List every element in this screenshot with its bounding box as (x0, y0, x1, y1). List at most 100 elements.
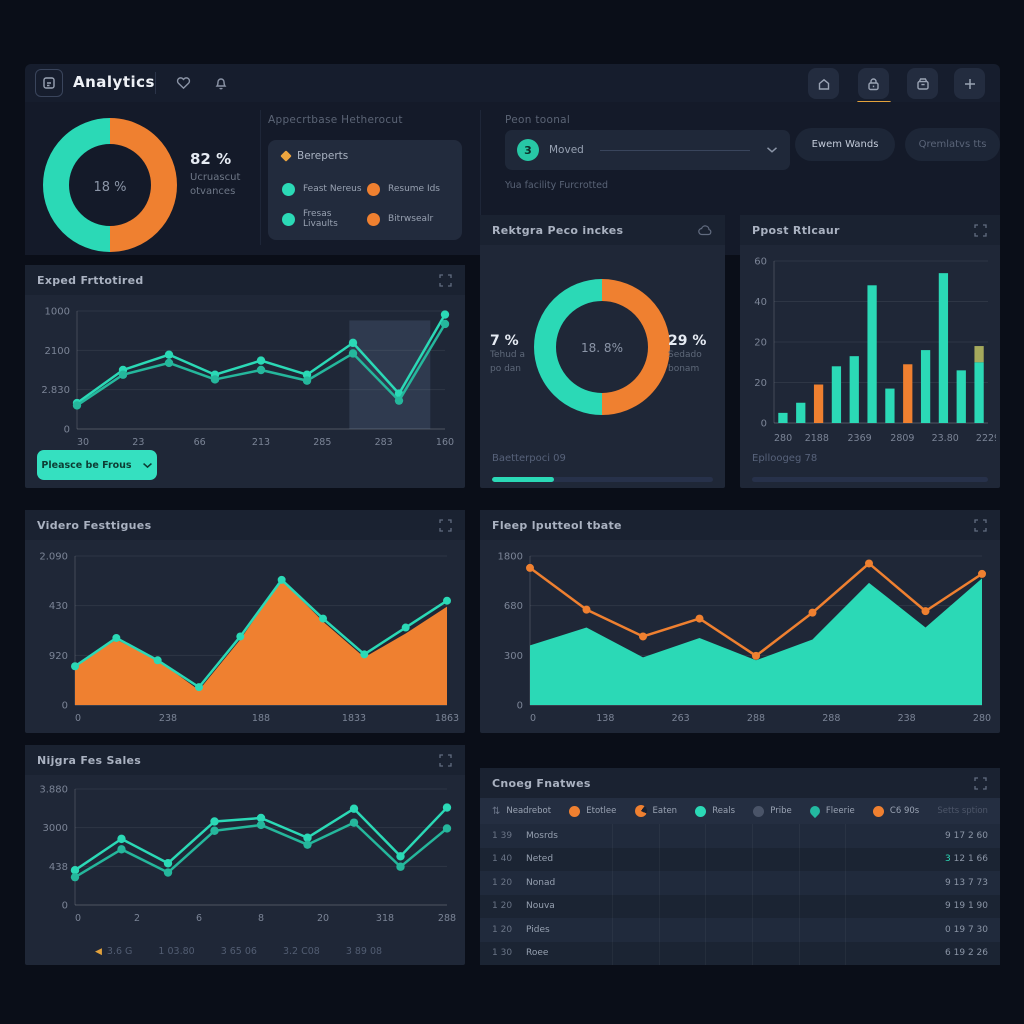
svg-text:263: 263 (672, 713, 690, 724)
sales-line-chart: 3.880 3000 438 0 0 2 6 8 20 318 288 (31, 777, 459, 927)
expand-icon[interactable] (437, 752, 453, 768)
expand-icon[interactable] (972, 517, 988, 533)
table-legend-right-label: Setts sption (937, 806, 988, 816)
empty-cell (845, 941, 892, 965)
panel-forecast-header: Exped Frttotired (25, 265, 465, 295)
svg-text:66: 66 (194, 437, 206, 448)
empty-cell (705, 894, 752, 918)
forecast-line-chart: 1000 2100 2.830 0 30 23 66 213 285 283 160 (33, 299, 457, 451)
sort-icon: ⇅ (492, 805, 501, 817)
svg-text:23: 23 (132, 437, 144, 448)
row-id: 1 20 (492, 901, 513, 912)
panel-rate-header: Fleep lputteol tbate (480, 510, 1000, 540)
videos-area-chart: 2.090 430 920 0 0 238 188 1833 1863 (31, 544, 459, 727)
panel-rate-title: Fleep lputteol tbate (492, 518, 622, 532)
svg-text:188: 188 (252, 713, 270, 724)
clipboard-icon[interactable] (35, 69, 63, 97)
lock-icon[interactable] (858, 68, 889, 99)
empty-cell (705, 941, 752, 965)
home-icon[interactable] (808, 68, 839, 99)
legend-item-label: Resume Ids (388, 184, 441, 194)
panel-sales-header: Nijgra Fes Sales (25, 745, 465, 775)
plus-icon[interactable] (954, 68, 985, 99)
row-empty-cells (612, 871, 892, 895)
archive-icon[interactable] (907, 68, 938, 99)
heart-icon[interactable] (171, 71, 195, 95)
empty-cell (658, 894, 706, 918)
legend-card-title: Bereperts (297, 150, 349, 162)
expand-icon[interactable] (437, 517, 453, 533)
table-legend-item[interactable]: C6 90s (872, 805, 919, 817)
forecast-filter-button-label: Pleasce be Frous (41, 459, 132, 471)
diamond-icon (280, 150, 292, 162)
svg-text:300: 300 (504, 651, 523, 662)
panel-forecast: Exped Frttotired 1000 2100 2.830 0 30 23 66 213… (25, 265, 465, 488)
svg-text:288: 288 (822, 713, 840, 724)
expand-icon[interactable] (437, 272, 453, 288)
sales-stat: 1 03.80 (158, 946, 194, 957)
separator (260, 110, 261, 245)
svg-text:0: 0 (530, 713, 536, 724)
ratio-right-stat: 29 % Sedado bonam (668, 333, 738, 376)
filter-select[interactable]: 3 Moved (505, 130, 790, 170)
legend-item: Bitrwsealr (367, 204, 452, 234)
row-empty-cells (612, 918, 892, 942)
table-legend-item[interactable]: Pribe (753, 805, 792, 817)
empty-cell (752, 824, 799, 848)
header-pill-button[interactable]: Qremlatvs tts (905, 128, 1000, 161)
table-row[interactable]: 1 20 Nonad 9 13 7 73 (480, 871, 1000, 895)
panel-table-header: Cnoeg Fnatwes (480, 768, 1000, 798)
empty-cell (752, 894, 799, 918)
header-pill-button[interactable]: Ewem Wands (795, 128, 895, 161)
bell-icon[interactable] (209, 71, 233, 95)
table-row[interactable]: 1 20 Nouva 9 19 1 90 (480, 894, 1000, 918)
expand-icon[interactable] (972, 775, 988, 791)
svg-text:288: 288 (747, 713, 765, 724)
table-row[interactable]: 1 39 Mosrds 9 17 2 60 (480, 824, 1000, 848)
legend-item: Fresas Livaults (282, 204, 367, 234)
ratio-right-value: 29 % (668, 333, 707, 349)
svg-text:0: 0 (64, 425, 70, 436)
panel-videos: Videro Festtigues 2.090 430 920 0 0 238 188 183… (25, 510, 465, 733)
table-legend-item[interactable]: Reals (695, 805, 735, 817)
table-legend-item[interactable]: Etotlee (569, 805, 617, 817)
svg-text:283: 283 (375, 437, 393, 448)
ratio-progress-bar (492, 477, 713, 482)
dot-orange-icon (872, 805, 884, 817)
ratio-left-sub1: Tehud a (490, 350, 526, 360)
table-legend-item[interactable]: Fleerie (807, 803, 855, 819)
table-row[interactable]: 1 40 Neted 3 12 1 66 (480, 847, 1000, 871)
empty-cell (752, 941, 799, 965)
empty-cell (845, 871, 892, 895)
empty-cell (612, 871, 659, 895)
cloud-icon[interactable] (697, 222, 713, 238)
svg-text:2100: 2100 (45, 346, 70, 357)
bars-progress-bar (752, 477, 988, 482)
table-body: 1 39 Mosrds 9 17 2 60 1 40 Neted 3 12 1 66 1 2… (480, 824, 1000, 965)
table-legend-row: ⇅ Neadrebot Etotlee Eaten Reals Pribe Fleerie C… (480, 798, 1000, 824)
panel-sales: Nijgra Fes Sales 3.880 3000 438 0 0 2 6 8 20 318 2… (25, 745, 465, 965)
filter-label: Peon toonal (505, 114, 571, 126)
ratio-left-value: 7 % (490, 333, 519, 349)
table-row[interactable]: 1 30 Roee 6 19 2 26 (480, 941, 1000, 965)
teal-dot-icon (282, 212, 295, 226)
svg-text:2229: 2229 (976, 433, 996, 444)
empty-cell (612, 847, 659, 871)
pac-icon (634, 805, 647, 817)
forecast-filter-button[interactable]: Pleasce be Frous (37, 450, 157, 480)
rate-area-chart: 1800 680 300 0 0 138 263 288 288 238 280 (486, 544, 994, 727)
expand-icon[interactable] (972, 222, 988, 238)
table-legend-item[interactable]: Eaten (634, 805, 678, 817)
empty-cell (705, 847, 752, 871)
table-legend-item[interactable]: ⇅ Neadrebot (492, 806, 551, 817)
table-legend-label: Eaten (652, 806, 678, 816)
chevron-down-icon (767, 147, 777, 153)
empty-cell (845, 847, 892, 871)
svg-text:20: 20 (754, 378, 767, 389)
row-value: 9 13 7 73 (945, 877, 988, 888)
table-row[interactable]: 1 20 Pides 0 19 7 30 (480, 918, 1000, 942)
filter-hint: Yua facility Furcrotted (505, 180, 608, 191)
empty-cell (612, 918, 659, 942)
marker-icon: ◀ (95, 946, 102, 957)
table-legend-label: Etotlee (586, 806, 617, 816)
